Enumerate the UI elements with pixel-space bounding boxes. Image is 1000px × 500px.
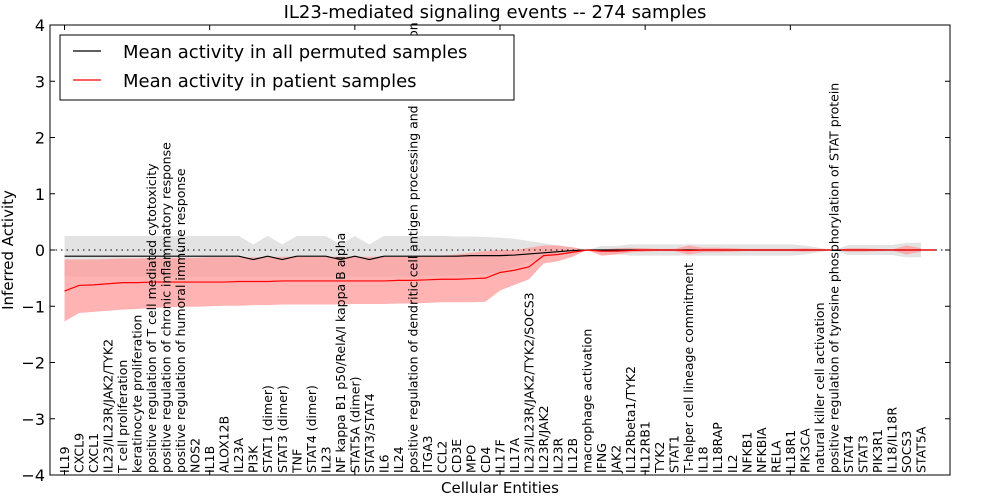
x-tick-label: IL18R1 [783, 430, 798, 473]
x-tick-label: IL12B [565, 438, 580, 473]
x-tick-label: TNF [289, 449, 304, 474]
x-tick-label: STAT1 (dimer) [260, 385, 275, 473]
x-tick-label: macrophage activation [580, 329, 595, 473]
x-tick-label: IL12Rbeta1/TYK2 [623, 366, 638, 473]
x-tick-label: RELA [768, 440, 783, 473]
series-line-patient [64, 249, 936, 292]
x-tick-label: NF kappa B1 p50/RelA/I kappa B alpha [333, 233, 348, 473]
y-tick-label: −1 [21, 297, 45, 316]
x-tick-label: STAT3 (dimer) [275, 385, 290, 473]
x-tick-label: ITGA3 [420, 435, 435, 473]
x-tick-label: PIK3CA [797, 428, 812, 473]
x-tick-label: natural killer cell activation [812, 302, 827, 473]
plot-frame [49, 24, 951, 476]
x-tick-label: IL2 [725, 454, 740, 473]
x-tick-label: STAT3/STAT4 [362, 393, 377, 473]
y-tick-label: 0 [35, 241, 45, 260]
x-tick-label: TYK2 [652, 442, 667, 474]
x-tick-label: MPO [463, 445, 478, 473]
x-tick-label: NFKBIA [754, 427, 769, 473]
legend-label-permuted: Mean activity in all permuted samples [123, 42, 467, 63]
x-tick-label: PIK3R1 [870, 429, 885, 473]
x-tick-label: IFNG [594, 443, 609, 473]
x-tick-label: IL12RB1 [638, 421, 653, 473]
x-tick-label: T cell proliferation [115, 360, 130, 474]
x-tick-label: CD4 [478, 447, 493, 473]
series-lines [64, 249, 936, 292]
x-tick-label: STAT5A (dimer) [347, 377, 362, 473]
x-tick-label: CCL2 [434, 441, 449, 473]
confidence-bands [64, 235, 921, 322]
x-tick-label: STAT3 [855, 435, 870, 473]
x-tick-label: IL17F [493, 439, 508, 473]
y-axis-label: Inferred Activity [0, 190, 17, 310]
x-tick-label: IL23 [318, 446, 333, 473]
x-tick-label: CXCL9 [72, 433, 87, 473]
x-tick-label: STAT4 (dimer) [304, 385, 319, 473]
x-tick-label: IL19 [57, 446, 72, 473]
x-tick-label: IL23A [231, 437, 246, 473]
x-tick-label: T-helper cell lineage commitment [681, 263, 696, 474]
y-tick-label: 1 [35, 185, 45, 204]
x-tick-label: positive regulation of humoral immune re… [173, 168, 188, 473]
x-tick-label: keratinocyte proliferation [130, 315, 145, 473]
x-tick-label: CXCL1 [86, 433, 101, 473]
x-tick-label: NFKB1 [739, 432, 754, 473]
x-tick-label: IL18/IL18R [884, 407, 899, 473]
x-tick-label: NOS2 [188, 438, 203, 473]
x-tick-label: IL23R/JAK2 [536, 405, 551, 473]
legend-label-patient: Mean activity in patient samples [123, 71, 417, 92]
x-tick-label: IL24 [391, 446, 406, 473]
y-tick-label: −3 [21, 410, 45, 429]
x-tick-label: SOCS3 [899, 431, 914, 473]
x-tick-label: STAT1 [667, 435, 682, 473]
x-tick-label: IL23R [551, 437, 566, 473]
y-tick-label: 4 [35, 16, 45, 35]
x-axis-label: Cellular Entities [441, 479, 559, 497]
x-tick-label: JAK2 [609, 445, 624, 474]
x-tick-label: positive regulation of tyrosine phosphor… [826, 83, 841, 473]
legend: Mean activity in all permuted samples Me… [59, 34, 515, 101]
y-axis: −4 −3 −2 −1 0 1 2 3 4 [21, 16, 950, 485]
x-tick-label: IL18 [696, 446, 711, 473]
plot-area [50, 235, 950, 322]
x-tick-label: ALOX12B [217, 416, 232, 473]
y-tick-label: 2 [35, 129, 45, 148]
x-tick-label: IL23/IL23R/JAK2/TYK2 [101, 339, 116, 473]
x-tick-label: STAT5A [913, 426, 928, 473]
x-tick-label: CD3E [449, 439, 464, 473]
x-tick-label: PI3K [246, 445, 261, 473]
confidence-band-patient [64, 245, 921, 322]
y-tick-label: 3 [35, 72, 45, 91]
x-tick-label: IL1B [202, 446, 217, 473]
x-tick-label: IL23/IL23R/JAK2/TYK2/SOCS3 [522, 292, 537, 473]
x-tick-label: IL17A [507, 437, 522, 473]
y-tick-label: −4 [21, 466, 45, 485]
x-tick-label: IL18RAP [710, 422, 725, 473]
x-tick-label: positive regulation of dendritic cell an… [405, 22, 420, 473]
x-tick-label: IL6 [376, 454, 391, 473]
x-ticks [64, 25, 791, 475]
y-tick-label: −2 [21, 354, 45, 373]
x-tick-label: positive regulation of T cell mediated c… [144, 163, 159, 473]
x-tick-labels: IL19 CXCL9 CXCL1 IL23/IL23R/JAK2/TYK2 T cell… [57, 22, 928, 474]
chart-title: IL23-mediated signaling events -- 274 sa… [284, 2, 707, 23]
x-tick-label: STAT4 [841, 435, 856, 473]
x-tick-label: positive regulation of chronic inflammat… [159, 142, 174, 473]
legend-box [59, 34, 515, 101]
